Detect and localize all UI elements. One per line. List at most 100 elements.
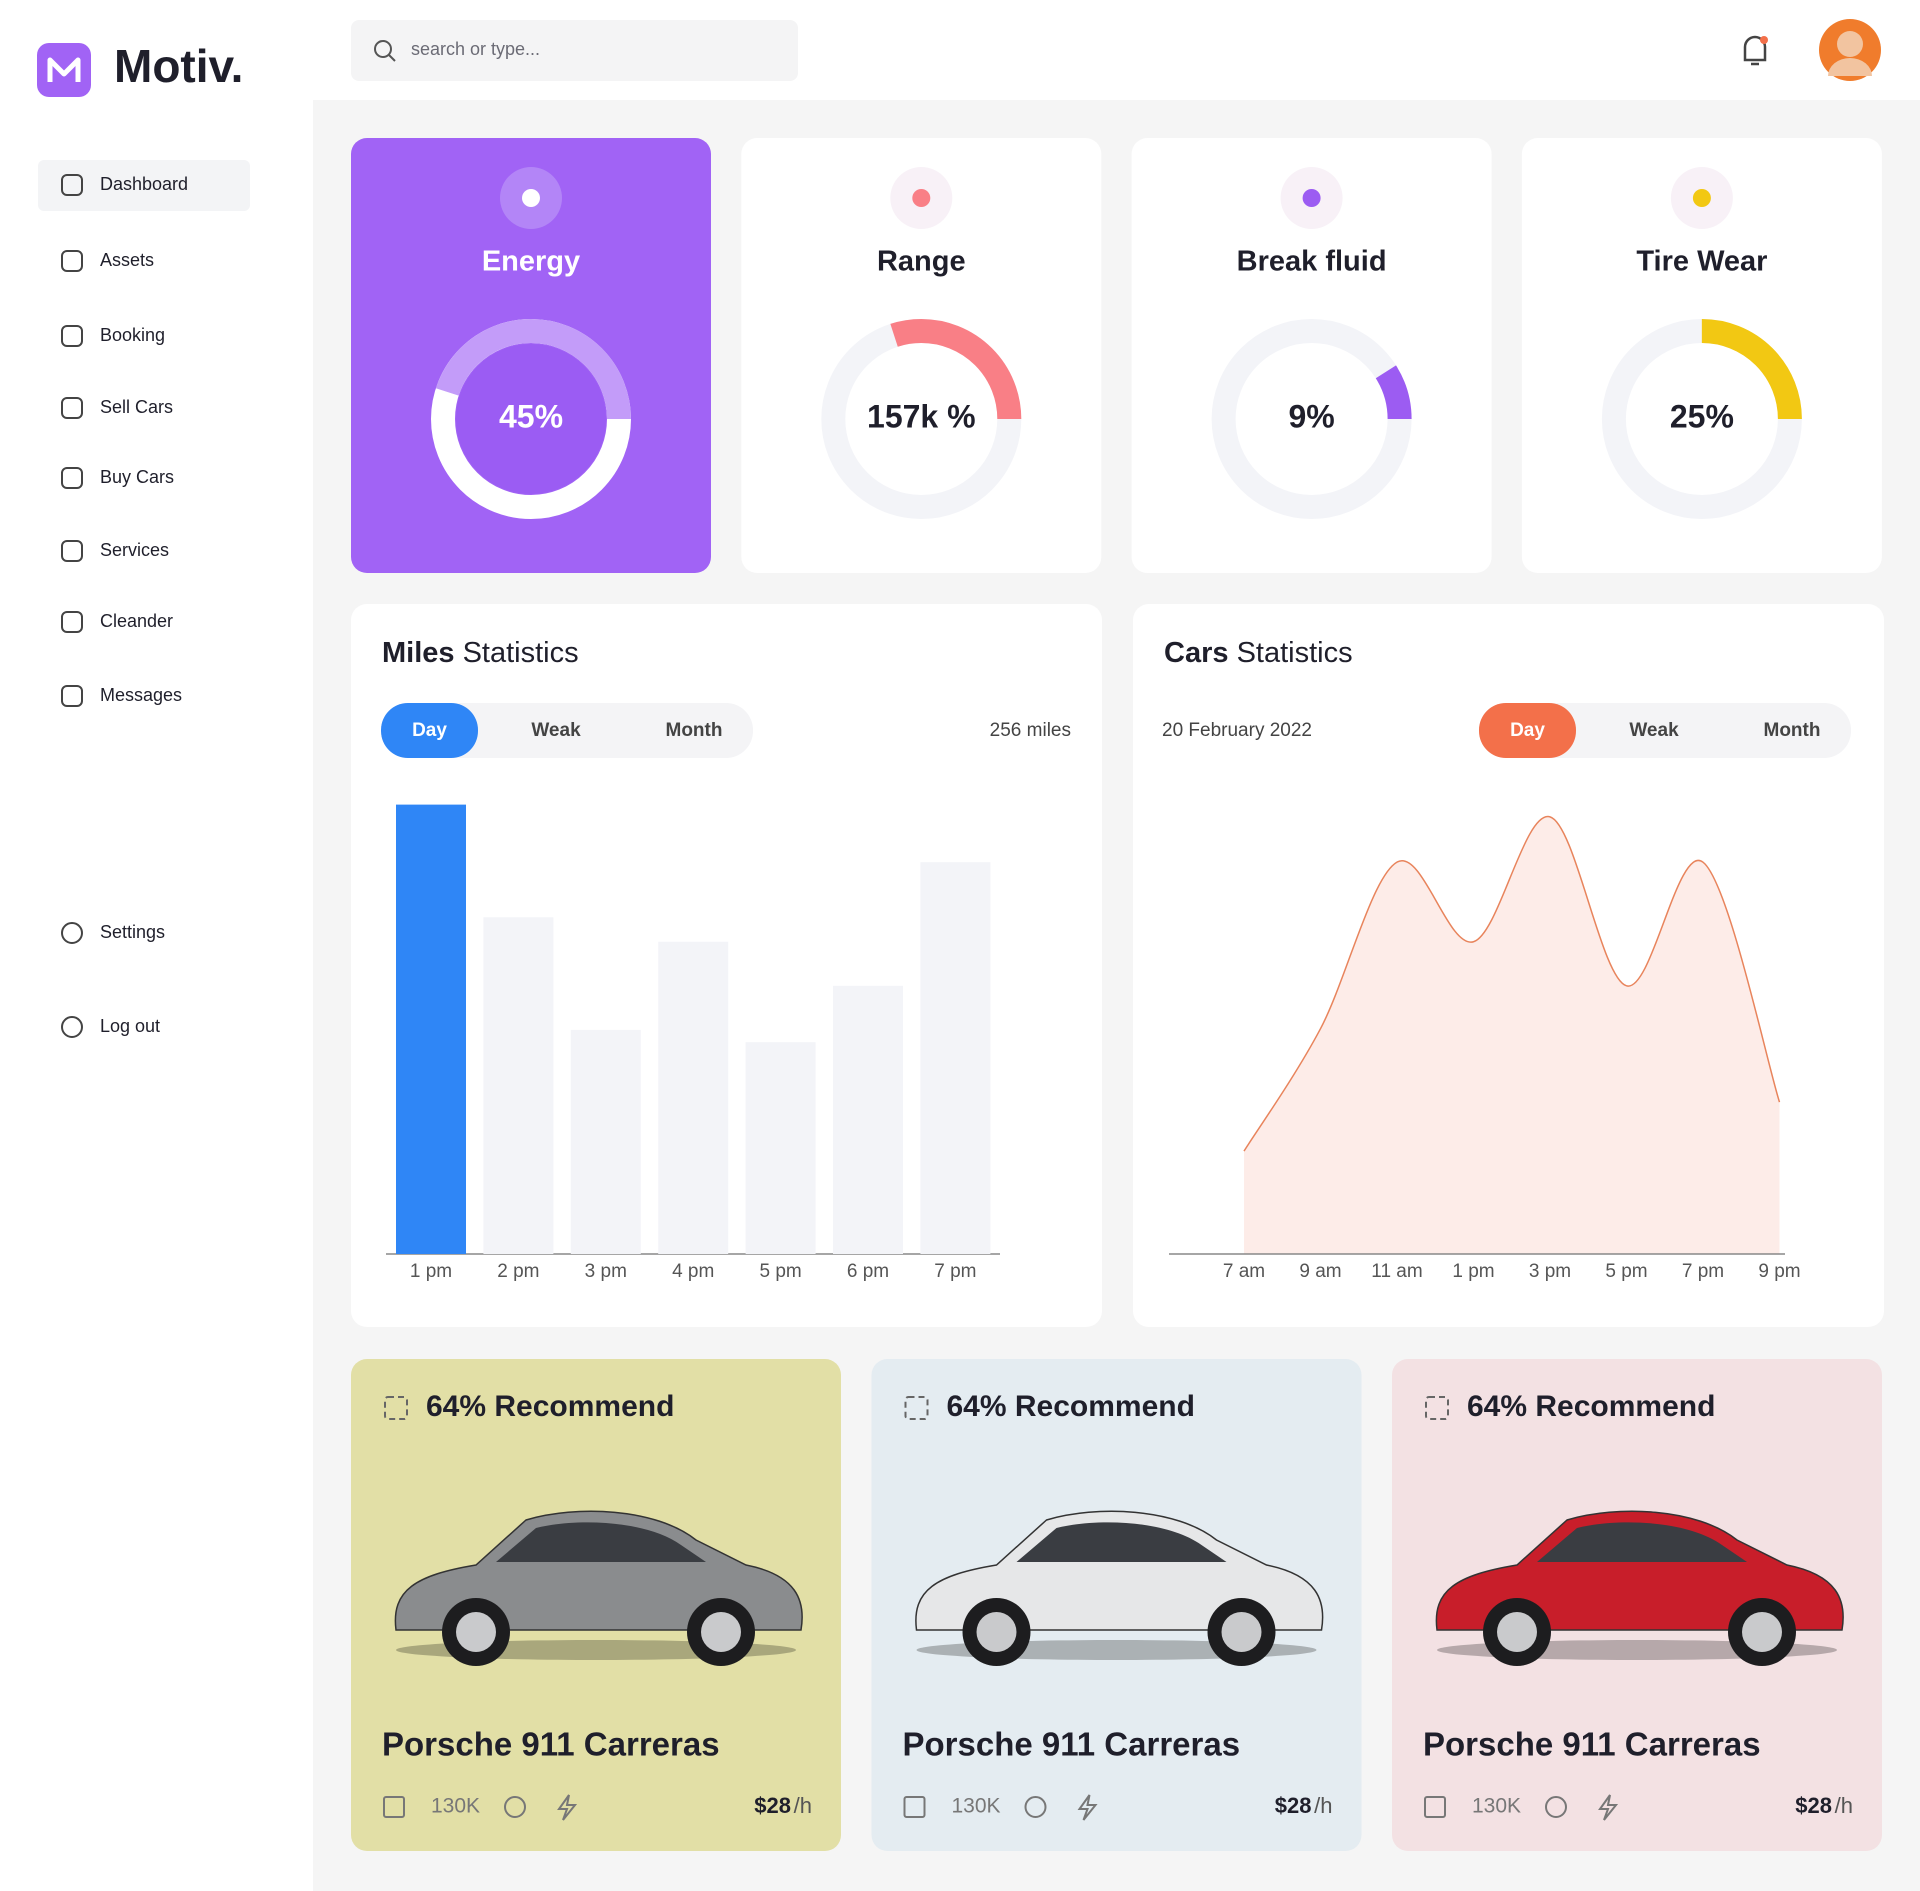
x-tick-label: 7 am	[1223, 1261, 1265, 1282]
tab[interactable]: Weak	[531, 720, 581, 741]
area-fill	[1244, 816, 1780, 1254]
car-name: Porsche 911 Carreras	[1423, 1726, 1761, 1763]
gauge-title: Energy	[482, 246, 580, 278]
nav-item[interactable]: Sell Cars	[100, 397, 173, 417]
avatar-face	[1837, 31, 1863, 57]
mileage-icon	[383, 1796, 405, 1818]
stats-title-rest: Statistics	[463, 637, 579, 669]
x-tick-label: 7 pm	[1682, 1261, 1724, 1282]
nav-item[interactable]: Buy Cars	[100, 467, 174, 487]
bolt-icon	[1598, 1794, 1619, 1821]
tab[interactable]: Month	[1764, 720, 1821, 741]
bar	[570, 1029, 641, 1254]
nav-icon	[61, 325, 83, 347]
bolt-icon	[557, 1794, 578, 1821]
nav-item[interactable]: Settings	[100, 922, 165, 942]
stats-title-bold: Miles	[382, 637, 455, 669]
x-tick-label: 4 pm	[672, 1261, 714, 1282]
car-image	[1435, 1510, 1844, 1666]
tab[interactable]: Day	[412, 720, 447, 741]
nav-icon	[61, 1016, 83, 1038]
search-icon	[374, 40, 392, 58]
tab[interactable]: Weak	[1629, 720, 1679, 741]
car-rim	[1221, 1612, 1262, 1652]
nav-item[interactable]: Services	[100, 540, 169, 560]
car-window	[1537, 1522, 1747, 1562]
nav-icon	[61, 397, 83, 419]
brand: Motiv.	[114, 40, 243, 92]
nav-icon	[61, 922, 83, 944]
search-placeholder: search or type...	[411, 39, 540, 59]
car-body	[1435, 1510, 1844, 1631]
nav-active-bg	[38, 160, 250, 211]
nav-item[interactable]: Messages	[100, 685, 182, 705]
nav-icon	[61, 467, 83, 489]
x-tick-label: 7 pm	[934, 1261, 976, 1282]
car-name: Porsche 911 Carreras	[382, 1726, 720, 1763]
bell-icon[interactable]	[1743, 35, 1767, 66]
gauge-icon	[912, 189, 931, 207]
gauge-arc	[1211, 319, 1412, 519]
gauge-title: Break fluid	[1237, 246, 1387, 278]
mileage-icon	[903, 1796, 926, 1818]
bar	[920, 862, 991, 1254]
car-rim	[456, 1612, 496, 1652]
avatar-body	[1828, 58, 1872, 76]
stats-title-rest: Statistics	[1237, 637, 1353, 669]
tab[interactable]: Month	[666, 720, 723, 741]
nav-item[interactable]: Booking	[100, 325, 165, 345]
miles-total: 256 miles	[990, 720, 1071, 741]
gauge-value: 45%	[499, 398, 563, 434]
bar	[833, 985, 903, 1254]
bar	[483, 917, 554, 1254]
gauge-card	[741, 138, 1102, 573]
area-line	[1243, 816, 1781, 1152]
gauge-title: Range	[877, 246, 966, 278]
stats-date: 20 February 2022	[1162, 720, 1312, 741]
x-tick-label: 9 am	[1299, 1261, 1341, 1282]
mileage: 130K	[1472, 1795, 1521, 1818]
x-tick-label: 6 pm	[847, 1261, 889, 1282]
stats-title: Miles Statistics	[382, 637, 579, 669]
nav-item[interactable]: Dashboard	[100, 174, 188, 194]
price: $28	[1795, 1793, 1832, 1818]
price-unit: /h	[1314, 1793, 1332, 1818]
bar	[658, 941, 729, 1254]
notification-dot	[1760, 36, 1768, 44]
gauge-inner	[456, 344, 606, 494]
nav-item[interactable]: Assets	[100, 250, 154, 270]
x-tick-label: 11 am	[1371, 1261, 1422, 1282]
x-tick-label: 2 pm	[497, 1261, 539, 1282]
nav-icon	[61, 611, 83, 633]
gauge-value: 157k %	[867, 398, 976, 434]
gauge-value: 25%	[1670, 398, 1734, 434]
car-image	[915, 1510, 1324, 1666]
recommend: 64% Recommend	[1467, 1390, 1715, 1423]
gear-icon	[1545, 1796, 1567, 1818]
nav-item[interactable]: Cleander	[100, 611, 173, 631]
logo-mark	[47, 57, 81, 82]
gauge-card	[1131, 138, 1492, 573]
gear-icon	[1024, 1796, 1047, 1818]
car-rim	[1497, 1612, 1537, 1652]
search-icon	[388, 54, 396, 62]
nav-icon	[61, 540, 83, 562]
car-window	[1016, 1522, 1227, 1562]
x-tick-label: 5 pm	[1605, 1261, 1647, 1282]
bar	[745, 1042, 816, 1254]
x-tick-label: 5 pm	[759, 1261, 801, 1282]
gauge-card	[1521, 138, 1882, 573]
nav-icon	[61, 174, 83, 196]
gauge-arc	[1601, 319, 1802, 519]
tab[interactable]: Day	[1510, 720, 1545, 741]
car-name: Porsche 911 Carreras	[903, 1726, 1241, 1763]
recommend: 64% Recommend	[426, 1390, 674, 1423]
price: $28	[1275, 1793, 1312, 1818]
nav-item[interactable]: Log out	[100, 1016, 160, 1036]
mileage: 130K	[431, 1795, 480, 1818]
search-box[interactable]	[351, 20, 798, 81]
x-tick-label: 1 pm	[1452, 1261, 1494, 1282]
nav-icon	[61, 250, 83, 272]
